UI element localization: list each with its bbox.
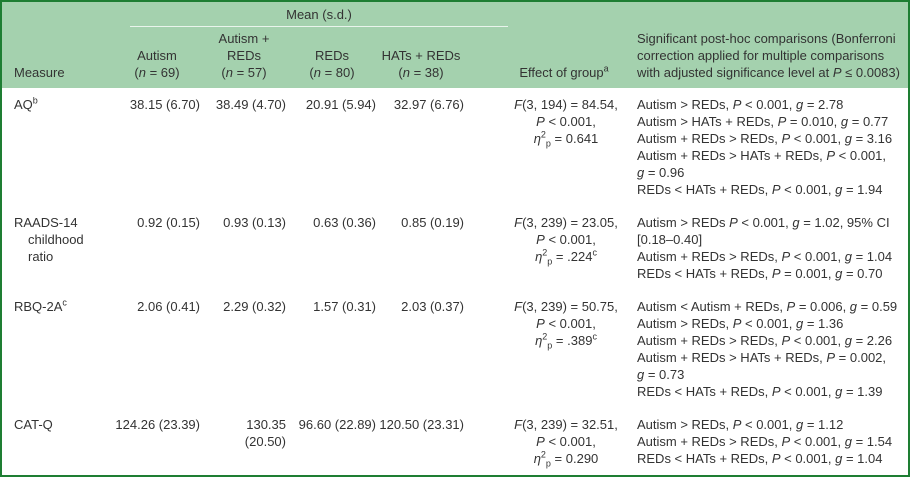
autism-mean-cell: 38.15 (6.70) bbox=[129, 97, 200, 112]
hats-reds-mean-cell: 0.85 (0.19) bbox=[401, 215, 464, 230]
autism-reds-mean-cell: 0.93 (0.13) bbox=[223, 215, 286, 230]
measure-label: CAT-Q bbox=[14, 417, 53, 432]
measure-cell: RAADS-14 childhood ratio bbox=[2, 206, 114, 290]
measure-label: RBQ-2Ac bbox=[14, 297, 67, 314]
autism-reds-group-name: Autism + REDs bbox=[218, 31, 270, 63]
autism-reds-mean-cell: 2.29 (0.32) bbox=[223, 299, 286, 314]
autism-reds-mean-cell: 38.49 (4.70) bbox=[215, 97, 286, 112]
effect-cell: F(3, 239) = 50.75, P < 0.001, η2p = .389c bbox=[514, 299, 618, 351]
autism-group-name: Autism bbox=[137, 48, 177, 63]
reds-mean-cell: 20.91 (5.94) bbox=[305, 97, 376, 112]
posthoc-cell: Autism > REDs P < 0.001, g = 1.02, 95% C… bbox=[637, 215, 893, 281]
spanner-empty-effect bbox=[466, 2, 634, 27]
autism-mean-cell: 2.06 (0.41) bbox=[137, 299, 200, 314]
spanner-row: Mean (s.d.) Significant post-hoc compari… bbox=[2, 2, 908, 88]
autism-group-n: (n = 69) bbox=[134, 65, 180, 80]
table-row-raads: RAADS-14 childhood ratio 0.92 (0.15) 0.93 … bbox=[2, 206, 908, 290]
measure-header-cell: Measure bbox=[2, 27, 114, 88]
spanner-empty-measure bbox=[2, 2, 114, 27]
reds-mean-cell: 1.57 (0.31) bbox=[313, 299, 376, 314]
hats-reds-mean-cell: 32.97 (6.76) bbox=[393, 97, 464, 112]
effect-cell: F(3, 194) = 84.54, P < 0.001, η2p = 0.641 bbox=[514, 97, 618, 149]
column-header-row: Measure Autism (n = 69) Autism + REDs (n… bbox=[2, 27, 908, 88]
measure-label: RAADS-14 childhood ratio bbox=[14, 215, 84, 264]
hats-reds-header-cell: HATs + REDs (n = 38) bbox=[378, 27, 466, 88]
reds-header-cell: REDs (n = 80) bbox=[288, 27, 378, 88]
table-row-catq: CAT-Q 124.26 (23.39) 130.35 (20.50) 96.6… bbox=[2, 408, 908, 475]
autism-header-cell: Autism (n = 69) bbox=[114, 27, 202, 88]
reds-mean-cell: 0.63 (0.36) bbox=[313, 215, 376, 230]
measure-label: AQb bbox=[14, 95, 38, 112]
measure-cell: AQb bbox=[2, 88, 114, 206]
posthoc-header-cell: Significant post-hoc comparisons (Bonfer… bbox=[634, 2, 908, 88]
measure-cell: CAT-Q bbox=[2, 408, 114, 475]
autism-reds-mean-cell: 130.35 (20.50) bbox=[244, 417, 286, 449]
mean-sd-spanner: Mean (s.d.) bbox=[130, 2, 508, 27]
posthoc-cell: Autism < Autism + REDs, P = 0.006, g = 0… bbox=[637, 299, 898, 399]
table-row-rbq: RBQ-2Ac 2.06 (0.41) 2.29 (0.32) 1.57 (0.… bbox=[2, 290, 908, 408]
reds-mean-cell: 96.60 (22.89) bbox=[298, 417, 376, 432]
posthoc-cell: Autism > REDs, P < 0.001, g = 1.12 Autism… bbox=[637, 417, 893, 466]
hats-reds-mean-cell: 2.03 (0.37) bbox=[401, 299, 464, 314]
reds-group-n: (n = 80) bbox=[309, 65, 355, 80]
posthoc-cell: Autism > REDs, P < 0.001, g = 2.78 Autism… bbox=[637, 97, 893, 197]
table-row-aq: AQb 38.15 (6.70) 38.49 (4.70) 20.91 (5.9… bbox=[2, 88, 908, 206]
autism-mean-cell: 124.26 (23.39) bbox=[115, 417, 200, 432]
hats-reds-mean-cell: 120.50 (23.31) bbox=[379, 417, 464, 432]
hats-reds-group-n: (n = 38) bbox=[398, 65, 444, 80]
reds-group-name: REDs bbox=[315, 48, 349, 63]
autism-reds-group-n: (n = 57) bbox=[221, 65, 267, 80]
autism-mean-cell: 0.92 (0.15) bbox=[137, 215, 200, 230]
table-header: Mean (s.d.) Significant post-hoc compari… bbox=[2, 2, 908, 88]
table-body: AQb 38.15 (6.70) 38.49 (4.70) 20.91 (5.9… bbox=[2, 88, 908, 475]
mean-sd-spanner-cell: Mean (s.d.) bbox=[114, 2, 508, 27]
effect-of-group-header-cell: Effect of groupa bbox=[466, 27, 634, 88]
measure-cell: RBQ-2Ac bbox=[2, 290, 114, 408]
hats-reds-group-name: HATs + REDs bbox=[381, 48, 461, 63]
effect-cell: F(3, 239) = 23.05, P < 0.001, η2p = .224c bbox=[514, 215, 618, 267]
autism-reds-header-cell: Autism + REDs (n = 57) bbox=[202, 27, 288, 88]
effect-cell: F(3, 239) = 32.51, P < 0.001, η2p = 0.290 bbox=[514, 417, 618, 469]
